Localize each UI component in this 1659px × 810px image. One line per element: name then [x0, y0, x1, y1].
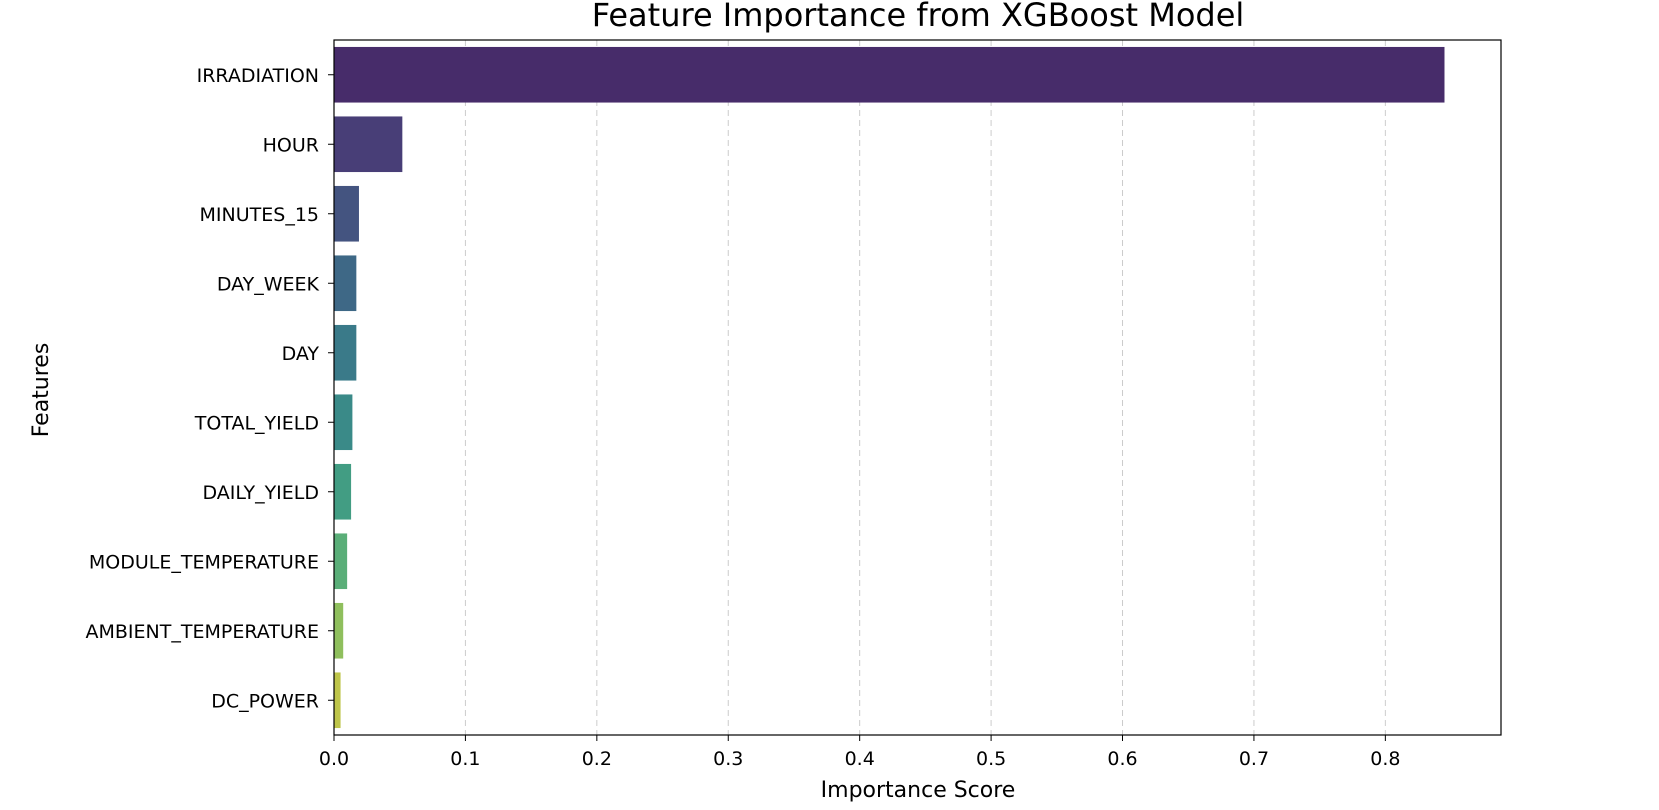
x-tick-label: 0.3: [713, 748, 743, 770]
bar-daily-yield: [334, 463, 352, 520]
y-axis-label: Features: [29, 343, 54, 438]
y-tick-label: DAILY_YIELD: [203, 482, 320, 504]
x-tick-label: 0.1: [450, 748, 480, 770]
y-axis-ticks: IRRADIATION HOUR MINUTES_15 DAY_WEEK DAY TOTA…: [86, 65, 334, 712]
bar-minutes-15: [334, 185, 359, 242]
y-tick-label: DAY: [282, 343, 320, 365]
y-tick-label: MINUTES_15: [200, 204, 319, 226]
bars: [334, 46, 1445, 729]
y-tick-label: DC_POWER: [211, 690, 319, 712]
y-tick-label: HOUR: [263, 134, 319, 156]
y-tick-label: TOTAL_YIELD: [194, 412, 319, 434]
bar-total-yield: [334, 394, 353, 451]
chart-title: Feature Importance from XGBoost Model: [592, 0, 1245, 34]
y-tick-label: MODULE_TEMPERATURE: [89, 551, 319, 573]
x-tick-label: 0.4: [845, 748, 875, 770]
bar-dc-power: [334, 672, 341, 729]
x-tick-label: 0.5: [976, 748, 1006, 770]
bar-irradiation: [334, 46, 1445, 103]
bar-day-week: [334, 255, 357, 312]
x-tick-label: 0.6: [1107, 748, 1137, 770]
x-tick-label: 0.2: [582, 748, 612, 770]
x-tick-label: 0.0: [319, 748, 349, 770]
bar-ambient-temperature: [334, 602, 344, 659]
x-axis-label: Importance Score: [821, 778, 1016, 803]
bar-module-temperature: [334, 533, 348, 590]
x-axis-ticks: 0.0 0.1 0.2 0.3 0.4 0.5 0.6 0.7 0.8: [319, 735, 1400, 770]
x-tick-label: 0.8: [1370, 748, 1400, 770]
y-tick-label: AMBIENT_TEMPERATURE: [86, 621, 320, 643]
y-tick-label: DAY_WEEK: [217, 273, 320, 295]
plot-frame: [333, 39, 1502, 736]
y-tick-label: IRRADIATION: [197, 65, 319, 87]
bar-day: [334, 324, 357, 381]
grid-lines: [464, 40, 1386, 735]
x-tick-label: 0.7: [1239, 748, 1269, 770]
bar-hour: [334, 116, 403, 173]
